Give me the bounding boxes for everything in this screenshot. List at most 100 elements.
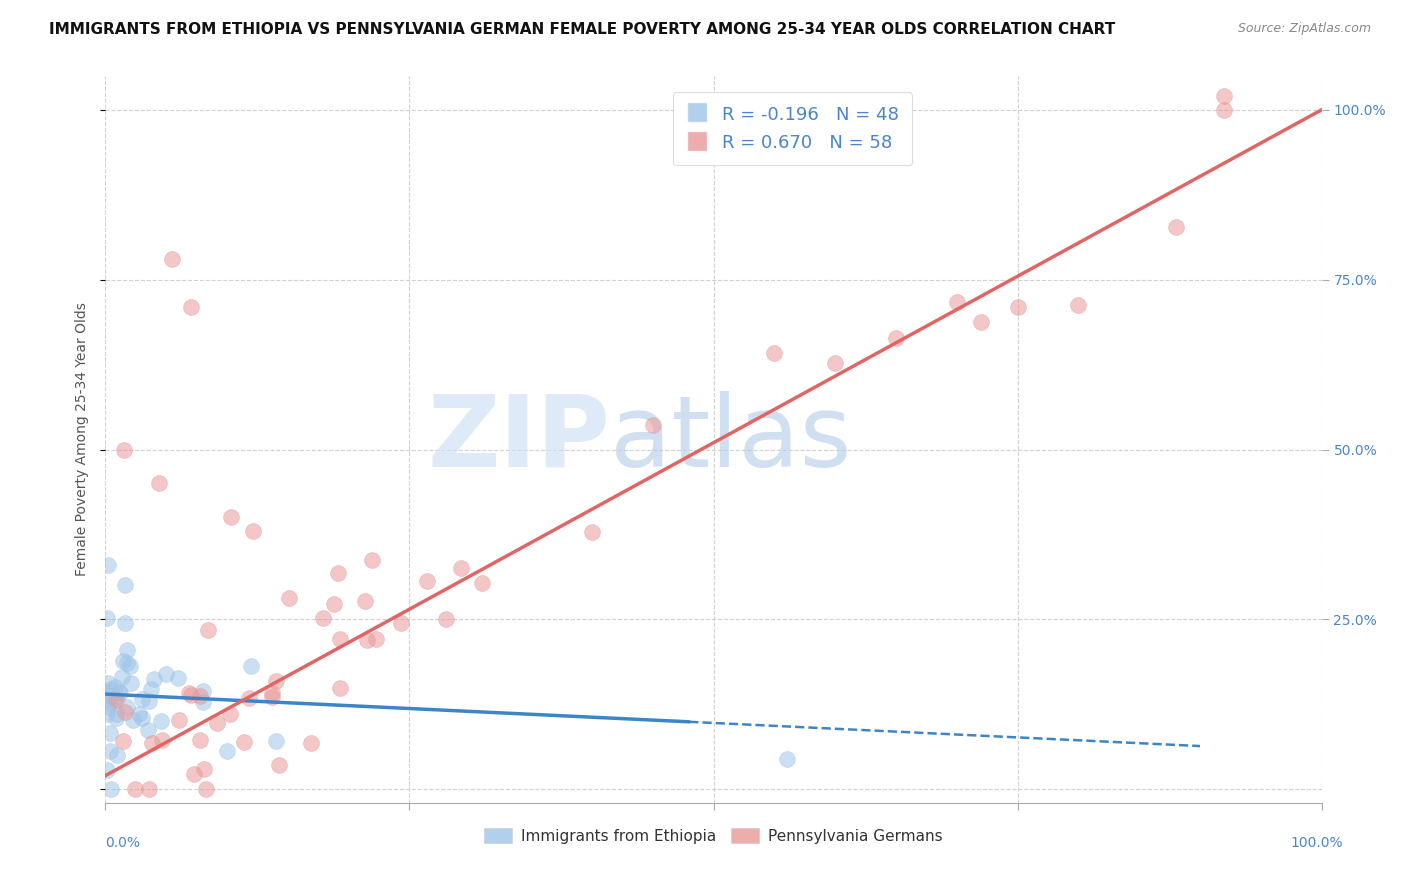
- Point: [98, 744, 121, 758]
- Point: [197, 623, 219, 637]
- Point: [96, 689, 118, 703]
- Point: [232, 735, 254, 749]
- Point: [353, 593, 375, 607]
- Point: [193, 762, 215, 776]
- Point: [366, 632, 388, 647]
- Point: [195, 782, 218, 797]
- Point: [389, 615, 412, 630]
- Point: [136, 723, 159, 737]
- Point: [218, 706, 240, 721]
- Point: [260, 690, 283, 704]
- Point: [96, 763, 118, 777]
- Point: [167, 714, 190, 728]
- Point: [97, 558, 120, 572]
- Point: [264, 673, 287, 688]
- Point: [115, 656, 138, 670]
- Point: [105, 706, 128, 721]
- Point: [884, 331, 907, 345]
- Point: [970, 315, 993, 329]
- Point: [945, 294, 967, 309]
- Point: [1067, 298, 1090, 312]
- Point: [191, 695, 214, 709]
- Point: [97, 691, 120, 706]
- Point: [323, 598, 346, 612]
- Point: [108, 686, 131, 700]
- Point: [191, 684, 214, 698]
- Point: [471, 575, 494, 590]
- Point: [180, 300, 202, 314]
- Point: [240, 658, 263, 673]
- Point: [120, 658, 142, 673]
- Text: Source: ZipAtlas.com: Source: ZipAtlas.com: [1237, 22, 1371, 36]
- Text: atlas: atlas: [610, 391, 852, 488]
- Point: [138, 694, 160, 708]
- Point: [1213, 103, 1236, 117]
- Point: [177, 686, 200, 700]
- Point: [329, 632, 352, 646]
- Y-axis label: Female Poverty Among 25-34 Year Olds: Female Poverty Among 25-34 Year Olds: [76, 302, 90, 576]
- Point: [162, 252, 184, 267]
- Point: [124, 782, 146, 797]
- Point: [104, 691, 127, 706]
- Point: [188, 690, 211, 704]
- Point: [112, 442, 135, 457]
- Point: [278, 591, 301, 606]
- Point: [96, 706, 118, 721]
- Point: [581, 524, 603, 539]
- Point: [183, 766, 205, 780]
- Point: [207, 716, 229, 731]
- Point: [114, 705, 136, 719]
- Point: [242, 524, 264, 538]
- Point: [100, 681, 122, 696]
- Point: [1007, 300, 1029, 314]
- Point: [128, 706, 150, 721]
- Point: [311, 611, 333, 625]
- Point: [328, 566, 350, 581]
- Point: [100, 782, 122, 797]
- Point: [112, 734, 135, 748]
- Point: [361, 552, 384, 566]
- Point: [763, 346, 786, 360]
- Point: [167, 672, 190, 686]
- Point: [131, 711, 153, 725]
- Point: [264, 734, 287, 748]
- Point: [98, 696, 121, 710]
- Point: [1213, 89, 1236, 103]
- Point: [100, 726, 122, 740]
- Point: [114, 578, 136, 592]
- Point: [115, 642, 138, 657]
- Point: [824, 356, 846, 370]
- Point: [104, 680, 127, 694]
- Legend: Immigrants from Ethiopia, Pennsylvania Germans: Immigrants from Ethiopia, Pennsylvania G…: [478, 822, 949, 850]
- Point: [97, 676, 120, 690]
- Point: [217, 744, 239, 758]
- Point: [141, 736, 163, 750]
- Point: [1164, 219, 1187, 234]
- Point: [131, 691, 153, 706]
- Point: [641, 418, 664, 433]
- Point: [434, 612, 457, 626]
- Text: IMMIGRANTS FROM ETHIOPIA VS PENNSYLVANIA GERMAN FEMALE POVERTY AMONG 25-34 YEAR : IMMIGRANTS FROM ETHIOPIA VS PENNSYLVANIA…: [49, 22, 1115, 37]
- Text: 0.0%: 0.0%: [105, 836, 141, 850]
- Text: 100.0%: 100.0%: [1291, 836, 1343, 850]
- Point: [105, 748, 128, 763]
- Point: [450, 560, 472, 574]
- Point: [299, 736, 322, 750]
- Point: [329, 681, 352, 696]
- Point: [122, 713, 145, 727]
- Point: [221, 510, 243, 524]
- Text: ZIP: ZIP: [427, 391, 610, 488]
- Point: [188, 732, 211, 747]
- Point: [100, 689, 122, 703]
- Point: [155, 666, 177, 681]
- Point: [104, 693, 127, 707]
- Point: [108, 685, 131, 699]
- Point: [105, 710, 128, 724]
- Point: [114, 616, 136, 631]
- Point: [150, 732, 173, 747]
- Point: [775, 752, 797, 766]
- Point: [150, 714, 173, 728]
- Point: [180, 688, 202, 702]
- Point: [97, 700, 120, 714]
- Point: [115, 699, 138, 714]
